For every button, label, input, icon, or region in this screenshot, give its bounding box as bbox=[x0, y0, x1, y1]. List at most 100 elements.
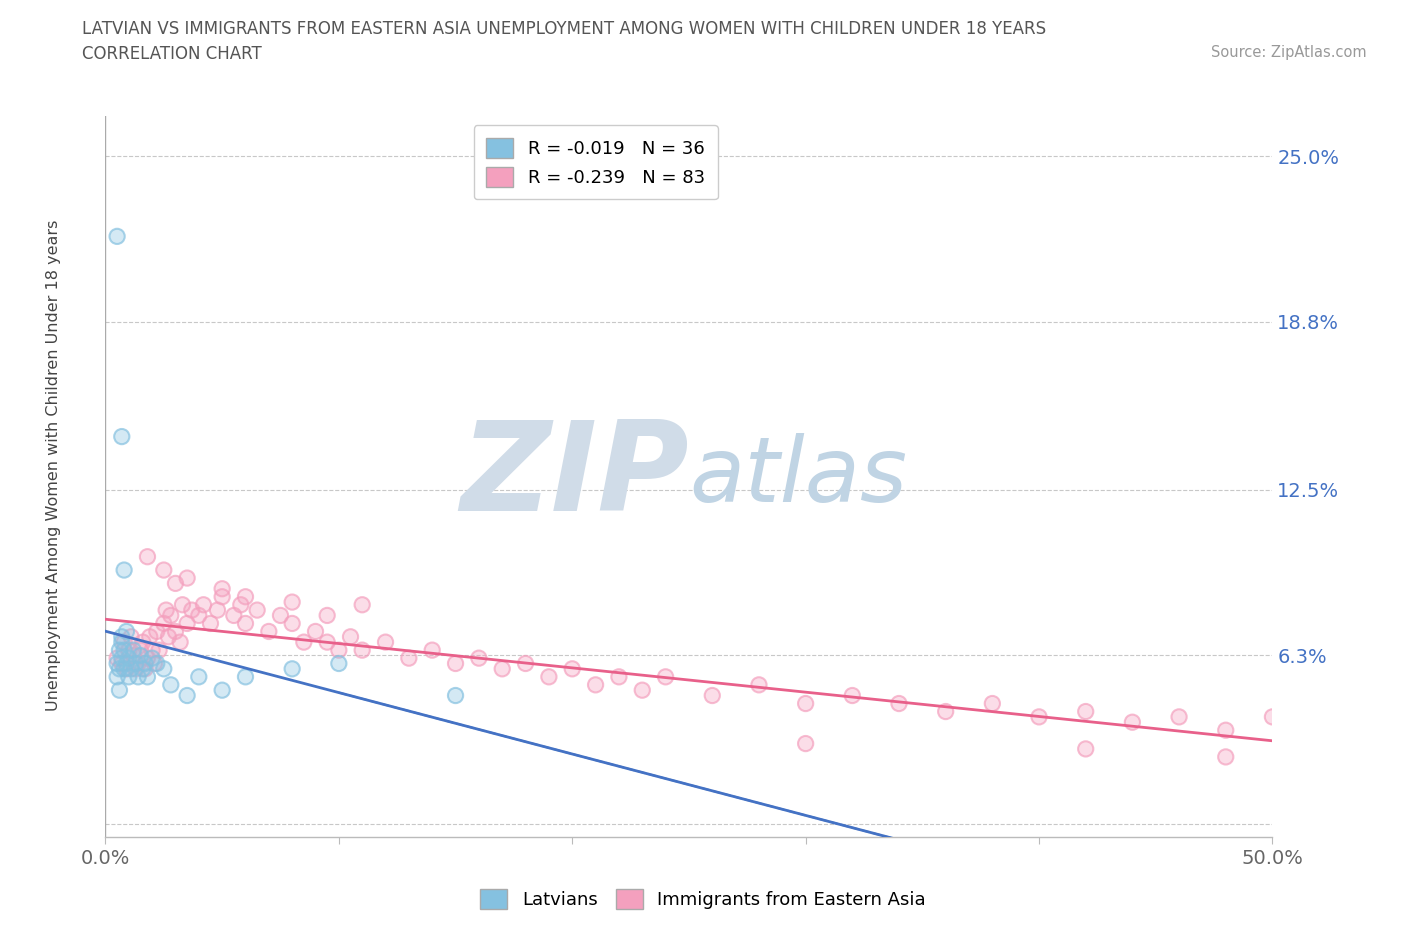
Point bbox=[127, 670, 149, 684]
Text: LATVIAN VS IMMIGRANTS FROM EASTERN ASIA UNEMPLOYMENT AMONG WOMEN WITH CHILDREN U: LATVIAN VS IMMIGRANTS FROM EASTERN ASIA … bbox=[82, 20, 1046, 38]
Point bbox=[118, 670, 141, 684]
Point bbox=[794, 696, 817, 711]
Point bbox=[444, 656, 467, 671]
Point bbox=[165, 624, 187, 639]
Point bbox=[292, 634, 315, 649]
Point bbox=[155, 603, 177, 618]
Point bbox=[794, 696, 817, 711]
Point bbox=[153, 661, 174, 676]
Point bbox=[352, 597, 374, 612]
Point bbox=[155, 603, 177, 618]
Point bbox=[127, 670, 149, 684]
Point bbox=[111, 634, 134, 649]
Point bbox=[981, 696, 1004, 711]
Point bbox=[105, 656, 128, 671]
Point bbox=[1074, 704, 1097, 719]
Point bbox=[257, 624, 280, 639]
Point bbox=[122, 643, 145, 658]
Point bbox=[491, 661, 513, 676]
Point bbox=[129, 643, 152, 658]
Point bbox=[631, 683, 654, 698]
Point bbox=[702, 688, 724, 703]
Point bbox=[200, 616, 222, 631]
Point bbox=[129, 648, 152, 663]
Point bbox=[115, 661, 138, 676]
Point bbox=[146, 624, 169, 639]
Point bbox=[515, 656, 537, 671]
Point bbox=[115, 624, 138, 639]
Point bbox=[1074, 704, 1097, 719]
Point bbox=[841, 688, 863, 703]
Point bbox=[108, 661, 131, 676]
Point bbox=[444, 656, 467, 671]
Point bbox=[537, 670, 560, 684]
Point bbox=[246, 603, 269, 618]
Point bbox=[172, 597, 194, 612]
Point bbox=[136, 550, 159, 565]
Point bbox=[125, 656, 148, 671]
Point bbox=[165, 576, 187, 591]
Point bbox=[748, 677, 770, 692]
Point bbox=[585, 677, 607, 692]
Point bbox=[328, 656, 350, 671]
Point bbox=[235, 590, 257, 604]
Point bbox=[1074, 741, 1097, 756]
Point bbox=[1261, 710, 1284, 724]
Point bbox=[235, 670, 257, 684]
Point bbox=[176, 571, 198, 586]
Point bbox=[304, 624, 326, 639]
Point bbox=[136, 651, 159, 666]
Point bbox=[132, 661, 155, 676]
Point bbox=[169, 634, 191, 649]
Point bbox=[125, 656, 148, 671]
Point bbox=[304, 624, 326, 639]
Point bbox=[187, 670, 209, 684]
Point bbox=[108, 643, 131, 658]
Point bbox=[794, 737, 817, 751]
Text: ZIP: ZIP bbox=[460, 416, 689, 538]
Point bbox=[136, 651, 159, 666]
Point bbox=[444, 688, 467, 703]
Text: Source: ZipAtlas.com: Source: ZipAtlas.com bbox=[1211, 45, 1367, 60]
Point bbox=[112, 634, 135, 649]
Point bbox=[132, 661, 155, 676]
Point bbox=[235, 670, 257, 684]
Point bbox=[120, 630, 142, 644]
Point bbox=[270, 608, 292, 623]
Point bbox=[111, 429, 134, 444]
Point bbox=[585, 677, 607, 692]
Point bbox=[1168, 710, 1191, 724]
Point bbox=[654, 670, 676, 684]
Point bbox=[607, 670, 630, 684]
Point bbox=[176, 616, 198, 631]
Point bbox=[141, 651, 163, 666]
Point bbox=[1168, 710, 1191, 724]
Point bbox=[122, 648, 145, 663]
Point bbox=[444, 688, 467, 703]
Point bbox=[1215, 723, 1237, 737]
Point bbox=[211, 581, 233, 596]
Point bbox=[176, 616, 198, 631]
Point bbox=[1215, 750, 1237, 764]
Point bbox=[108, 643, 131, 658]
Point bbox=[118, 651, 141, 666]
Point bbox=[180, 603, 202, 618]
Point bbox=[115, 624, 138, 639]
Point bbox=[141, 643, 163, 658]
Point bbox=[270, 608, 292, 623]
Point bbox=[281, 594, 304, 609]
Point bbox=[193, 597, 215, 612]
Point bbox=[468, 651, 491, 666]
Point bbox=[112, 661, 135, 676]
Point bbox=[468, 651, 491, 666]
Point bbox=[105, 651, 128, 666]
Point bbox=[222, 608, 245, 623]
Legend: R = -0.019   N = 36, R = -0.239   N = 83: R = -0.019 N = 36, R = -0.239 N = 83 bbox=[474, 126, 717, 199]
Point bbox=[193, 597, 215, 612]
Point bbox=[537, 670, 560, 684]
Point bbox=[180, 603, 202, 618]
Point bbox=[120, 661, 142, 676]
Point bbox=[115, 656, 138, 671]
Point bbox=[352, 643, 374, 658]
Point bbox=[211, 683, 233, 698]
